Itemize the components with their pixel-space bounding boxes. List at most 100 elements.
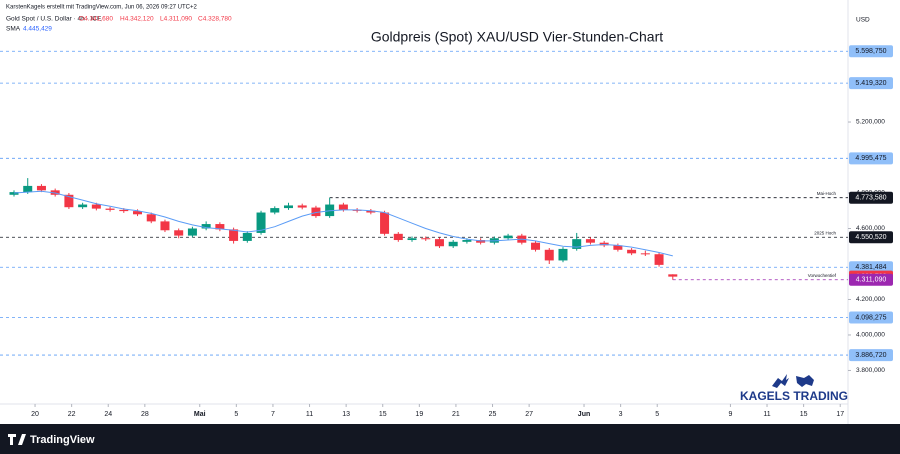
sma-line	[13, 190, 673, 257]
candle-body	[229, 229, 239, 241]
symbol: Gold Spot / U.S. Dollar · 4h · ICE	[6, 16, 102, 23]
indicator-name: SMA	[6, 26, 21, 33]
x-tick-label: 3	[619, 411, 623, 418]
level-label: 4.311,090	[856, 277, 887, 284]
candle-body	[503, 235, 513, 239]
x-tick-label: 22	[68, 411, 76, 418]
bull-icon	[772, 374, 789, 388]
candle-body	[338, 204, 348, 210]
currency: USD	[856, 17, 870, 24]
candle-body	[146, 214, 156, 222]
candle-body	[462, 240, 472, 242]
candle-body	[36, 185, 46, 191]
level-badge	[849, 231, 893, 244]
level-badge	[849, 261, 893, 274]
y-tick-label: 3.800,000	[856, 367, 885, 374]
candle-body	[297, 205, 307, 208]
candle-body	[91, 204, 101, 209]
level-note: Vorwochentief	[808, 273, 837, 278]
x-tick-label: 21	[452, 411, 460, 418]
y-tick-label: 4.200,000	[856, 296, 885, 303]
marks	[9, 178, 678, 280]
level-label: 5.419,320	[855, 80, 886, 87]
level-note: Mai-Hoch	[817, 191, 837, 196]
candle-body	[242, 232, 252, 241]
brand-name: KAGELS TRADING	[740, 389, 848, 403]
axes: 5.200,0004.800,0004.600,0004.200,0004.00…	[31, 45, 893, 418]
candle-body	[133, 211, 143, 215]
candle-body	[187, 228, 197, 236]
x-tick-label: Jun	[578, 411, 590, 418]
level-label: 4.550,520	[855, 234, 886, 241]
y-tick-label: 5.200,000	[856, 119, 885, 126]
x-tick-label: 28	[141, 411, 149, 418]
candle-body	[544, 249, 554, 261]
chart-background	[0, 0, 900, 424]
x-tick-label: 11	[763, 411, 770, 418]
candle-body	[380, 212, 390, 234]
y-tick-label: 4.000,000	[856, 332, 885, 339]
x-tick-label: 25	[489, 411, 497, 418]
candle-body	[366, 210, 376, 213]
candle-body	[421, 238, 431, 240]
candle-body	[160, 221, 170, 231]
candle-body	[270, 208, 280, 213]
candle-body	[531, 242, 541, 250]
level-label: 4.995,475	[855, 155, 886, 162]
x-tick-label: Mai	[194, 411, 206, 418]
candle-body	[201, 224, 211, 229]
ohlc-close: C4.328,780	[198, 16, 232, 23]
tv-icon	[8, 434, 26, 445]
candle-body	[434, 239, 444, 247]
x-tick-label: 27	[525, 411, 533, 418]
credit: KarstenKagels erstellt mit TradingView.c…	[6, 5, 197, 11]
ohlc-open: O4.341,680	[79, 16, 113, 23]
level-badge	[849, 191, 893, 204]
x-tick-label: 9	[728, 411, 732, 418]
candle-body	[407, 238, 417, 241]
x-tick-label: 24	[104, 411, 112, 418]
levels: Mai-Hoch 2025 Hoch Vorwochentief	[0, 50, 848, 356]
brand-logo: KAGELS TRADING	[740, 374, 848, 403]
candle-body	[448, 241, 458, 247]
candle-body	[119, 209, 129, 212]
candle-body	[23, 185, 33, 193]
y-tick-label: 4.600,000	[856, 225, 885, 232]
candle-body	[627, 249, 637, 254]
x-tick-label: 13	[342, 411, 350, 418]
candle-body	[283, 205, 293, 209]
level-label: 5.598,750	[855, 48, 886, 55]
bear-icon	[796, 375, 814, 387]
x-tick-label: 5	[655, 411, 659, 418]
x-tick-label: 19	[415, 411, 423, 418]
candle-body	[654, 254, 664, 265]
candle-body	[558, 248, 568, 261]
ohlc-high: H4.342,120	[120, 16, 154, 23]
candle-body	[393, 233, 403, 241]
level-badge	[849, 273, 893, 286]
level-label: 4.773,580	[855, 195, 886, 202]
x-tick-label: 17	[836, 411, 844, 418]
candle-body	[585, 239, 595, 243]
level-badge	[849, 152, 893, 165]
candle-body	[105, 208, 115, 210]
x-tick-label: 15	[379, 411, 387, 418]
level-note: 2025 Hoch	[814, 230, 836, 235]
candle-body	[613, 245, 623, 250]
candle-body	[215, 224, 225, 230]
candle-body	[64, 194, 74, 208]
candle-body	[640, 253, 650, 255]
footer-brand: TradingView	[30, 434, 95, 446]
candle-body	[174, 230, 184, 236]
x-tick-label: 5	[234, 411, 238, 418]
level-badge	[849, 77, 893, 90]
level-badge	[849, 349, 893, 362]
candle-body	[9, 192, 19, 195]
x-tick-label: 7	[271, 411, 275, 418]
level-label: 3.886,720	[855, 352, 886, 359]
level-badge	[849, 311, 893, 324]
footer-logo: TradingView	[8, 434, 95, 446]
candle-body	[256, 212, 266, 233]
level-label: 4.381,484	[855, 264, 886, 271]
